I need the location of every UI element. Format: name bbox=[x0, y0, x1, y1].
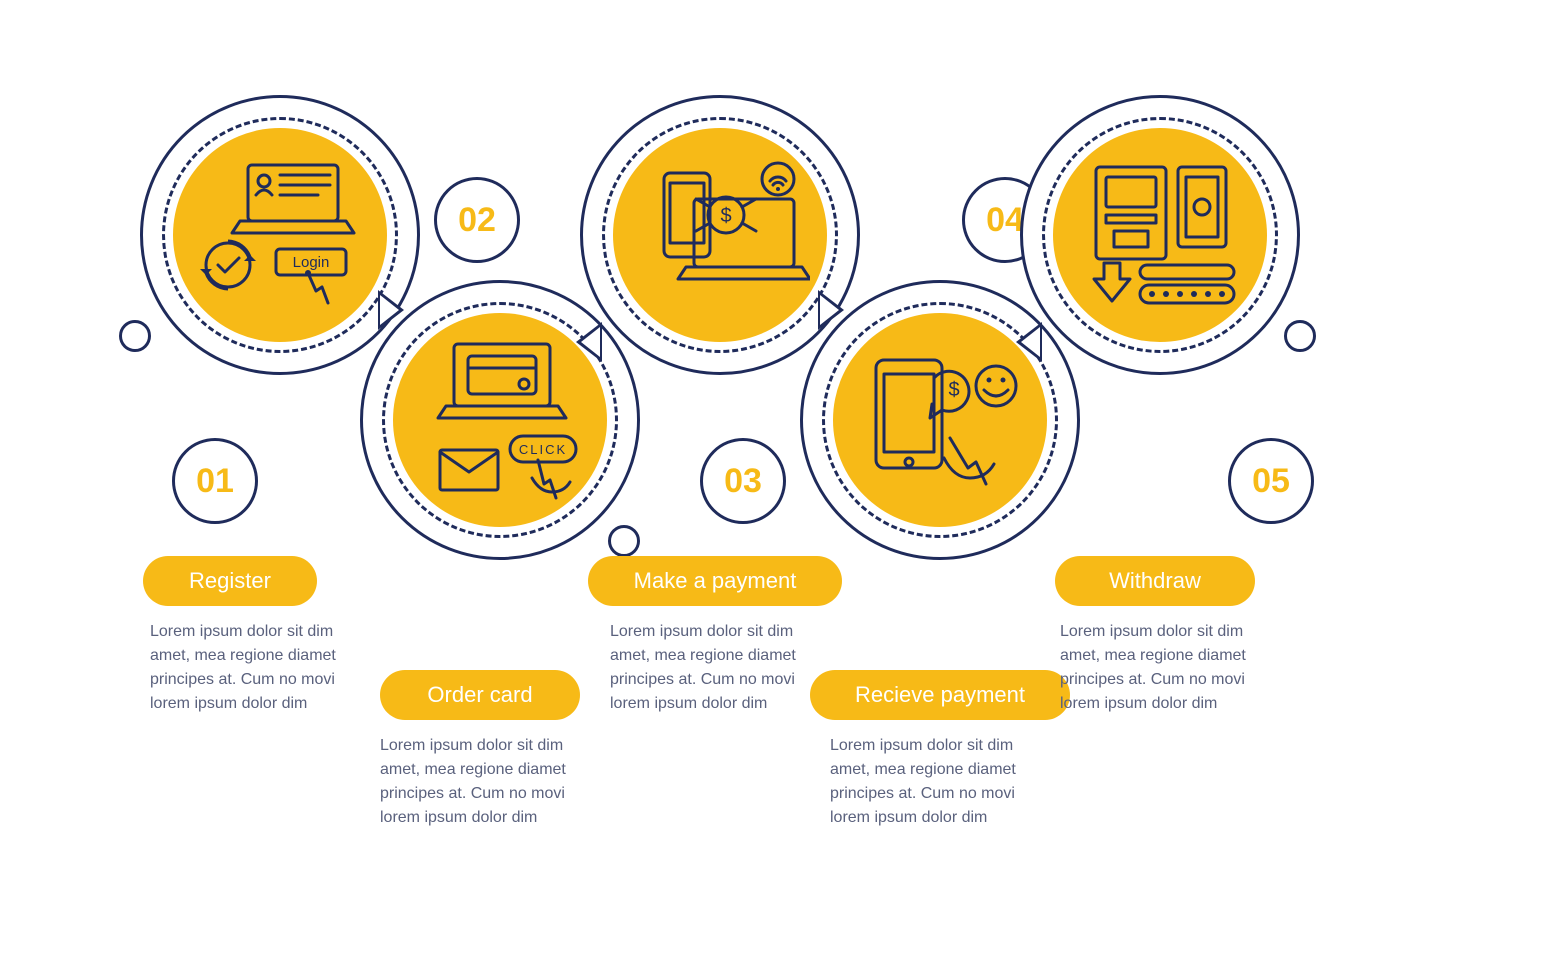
step-icon-04: $ bbox=[850, 330, 1030, 510]
step-title-01: Register bbox=[143, 556, 317, 606]
svg-text:$: $ bbox=[720, 205, 731, 227]
step-desc-05: Lorem ipsum dolor sit dim amet, mea regi… bbox=[1060, 620, 1280, 716]
connector-dot-01 bbox=[119, 320, 151, 352]
step-number-badge-05: 05 bbox=[1228, 438, 1314, 524]
step-desc-04: Lorem ipsum dolor sit dim amet, mea regi… bbox=[830, 734, 1050, 830]
connector-dot-05 bbox=[1284, 320, 1316, 352]
svg-text:Login: Login bbox=[293, 254, 330, 271]
infographic-canvas: Login 01 Register Lorem ipsum dolor sit di… bbox=[0, 0, 1561, 980]
step-title-04: Recieve payment bbox=[810, 670, 1070, 720]
step-number-badge-01: 01 bbox=[172, 438, 258, 524]
step-desc-01: Lorem ipsum dolor sit dim amet, mea regi… bbox=[150, 620, 370, 716]
step-number-badge-03: 03 bbox=[700, 438, 786, 524]
step-title-03: Make a payment bbox=[588, 556, 842, 606]
step-icon-05 bbox=[1070, 145, 1250, 325]
step-icon-02: CLICK bbox=[410, 330, 590, 510]
svg-text:$: $ bbox=[948, 379, 959, 401]
step-title-02: Order card bbox=[380, 670, 580, 720]
step-number-badge-02: 02 bbox=[434, 177, 520, 263]
step-title-05: Withdraw bbox=[1055, 556, 1255, 606]
step-desc-02: Lorem ipsum dolor sit dim amet, mea regi… bbox=[380, 734, 600, 830]
connector-dot-02 bbox=[608, 525, 640, 557]
step-desc-03: Lorem ipsum dolor sit dim amet, mea regi… bbox=[610, 620, 830, 716]
step-icon-03: $ bbox=[630, 145, 810, 325]
step-icon-01: Login bbox=[190, 145, 370, 325]
svg-text:CLICK: CLICK bbox=[519, 442, 567, 457]
